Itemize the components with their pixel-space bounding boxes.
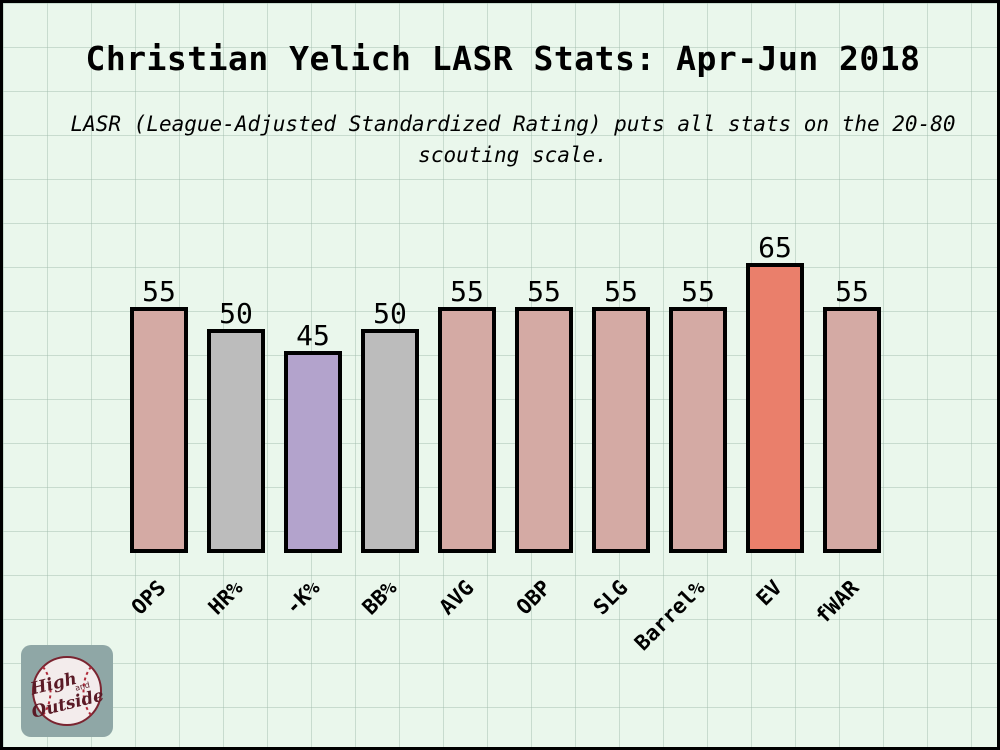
- bar-value-label: 55: [681, 275, 715, 308]
- bar-value-label: 65: [758, 231, 792, 264]
- bar-value-label: 50: [219, 297, 253, 330]
- bar-avg: [438, 307, 496, 553]
- bar-obp: [515, 307, 573, 553]
- x-tick-label: SLG: [589, 576, 633, 620]
- chart-subtitle: LASR (League-Adjusted Standardized Ratin…: [70, 112, 956, 167]
- x-tick-label: BB%: [358, 575, 402, 619]
- x-tick-label: AVG: [435, 576, 479, 620]
- x-tick-label: fWAR: [811, 575, 864, 628]
- bar-value-label: 55: [604, 275, 638, 308]
- bar-value-label: 55: [142, 275, 176, 308]
- bar-chart: 55 OPS 50 HR% 45 -K% 50 BB% 55 AVG 55 OBP 55 SLG 55 Bar…: [127, 231, 881, 655]
- bar-fwar: [823, 307, 881, 553]
- bar-k: [284, 351, 342, 553]
- x-tick-label: EV: [752, 575, 787, 610]
- bar-value-label: 55: [527, 275, 561, 308]
- logo-text-and: and: [74, 680, 91, 692]
- bar-slg: [592, 307, 650, 553]
- x-tick-label: OPS: [127, 576, 171, 620]
- x-tick-label: OBP: [512, 576, 556, 620]
- chart-title: Christian Yelich LASR Stats: Apr-Jun 201…: [85, 39, 921, 78]
- bar-ops: [130, 307, 188, 553]
- bar-value-label: 45: [296, 319, 330, 352]
- high-and-outside-logo: High and Outside: [21, 645, 113, 737]
- bar-hr: [207, 329, 265, 553]
- bar-ev: [746, 263, 804, 553]
- x-tick-label: HR%: [204, 575, 248, 619]
- x-tick-label: -K%: [281, 575, 325, 619]
- bar-barrel: [669, 307, 727, 553]
- bar-value-label: 55: [450, 275, 484, 308]
- x-tick-label: Barrel%: [630, 575, 710, 655]
- bar-value-label: 50: [373, 297, 407, 330]
- bar-value-label: 55: [835, 275, 869, 308]
- bar-bb: [361, 329, 419, 553]
